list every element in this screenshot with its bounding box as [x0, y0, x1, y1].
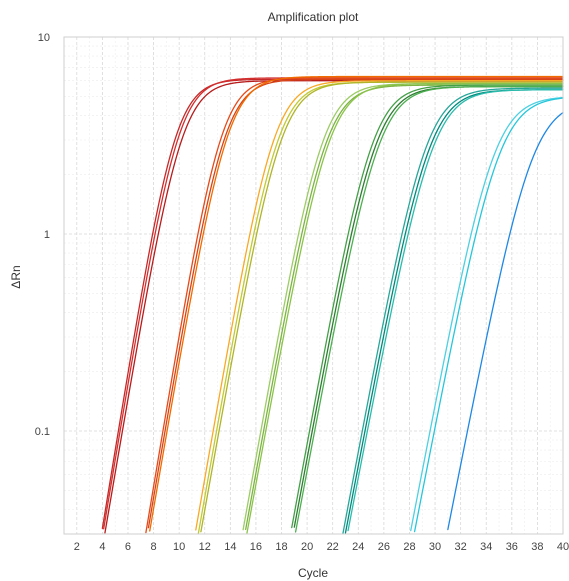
amplification-curve: [413, 97, 564, 533]
x-tick-label: 6: [125, 541, 131, 553]
x-tick-label: 14: [224, 541, 236, 553]
amplification-curve: [149, 75, 564, 532]
amplification-curve: [195, 80, 564, 531]
x-tick-label: 12: [199, 541, 211, 553]
amplification-curve: [447, 111, 564, 531]
chart-title: Amplification plot: [268, 10, 359, 24]
x-axis-label: Cycle: [298, 566, 328, 580]
y-tick-label: 1: [44, 229, 50, 241]
y-tick-label: 0.1: [35, 426, 50, 438]
amplification-curve: [246, 82, 564, 534]
x-tick-label: 8: [151, 541, 157, 553]
x-tick-label: 28: [403, 541, 415, 553]
x-tick-label: 32: [455, 541, 467, 553]
x-tick-label: 26: [378, 541, 390, 553]
amplification-curve: [197, 81, 564, 535]
x-tick-labels: 2 4 6 8 10 12 14 16 18 20 22 24 26 28 30 32 34 36 38 40: [74, 541, 569, 553]
amplification-curve: [200, 81, 564, 533]
y-axis-label: ΔRn: [9, 265, 23, 288]
amplification-curve: [245, 84, 564, 531]
amplification-curve: [347, 89, 564, 532]
y-tick-labels: 0.1 1 10: [35, 32, 50, 438]
amplification-curve: [104, 80, 564, 534]
x-tick-label: 10: [173, 541, 185, 553]
amplification-curve: [147, 78, 564, 529]
series-curves: [101, 75, 564, 535]
x-tick-label: 36: [506, 541, 518, 553]
y-tick-label: 10: [38, 32, 50, 44]
x-tick-label: 2: [74, 541, 80, 553]
amplification-curve: [242, 82, 564, 531]
x-tick-label: 4: [99, 541, 105, 553]
amplification-curve: [294, 85, 564, 533]
x-tick-label: 16: [250, 541, 262, 553]
amplification-curve: [410, 96, 564, 532]
x-tick-label: 22: [327, 541, 339, 553]
x-tick-label: 20: [301, 541, 313, 553]
x-tick-label: 18: [275, 541, 287, 553]
plot-frame: [63, 36, 564, 535]
x-tick-label: 38: [531, 541, 543, 553]
x-tick-label: 30: [429, 541, 441, 553]
amplification-curve: [342, 87, 564, 535]
amplification-curve: [291, 84, 564, 529]
x-tick-label: 24: [352, 541, 364, 553]
x-tick-label: 40: [557, 541, 569, 553]
x-tick-label: 34: [480, 541, 492, 553]
grid: [63, 37, 564, 535]
amplification-curve: [145, 77, 564, 534]
